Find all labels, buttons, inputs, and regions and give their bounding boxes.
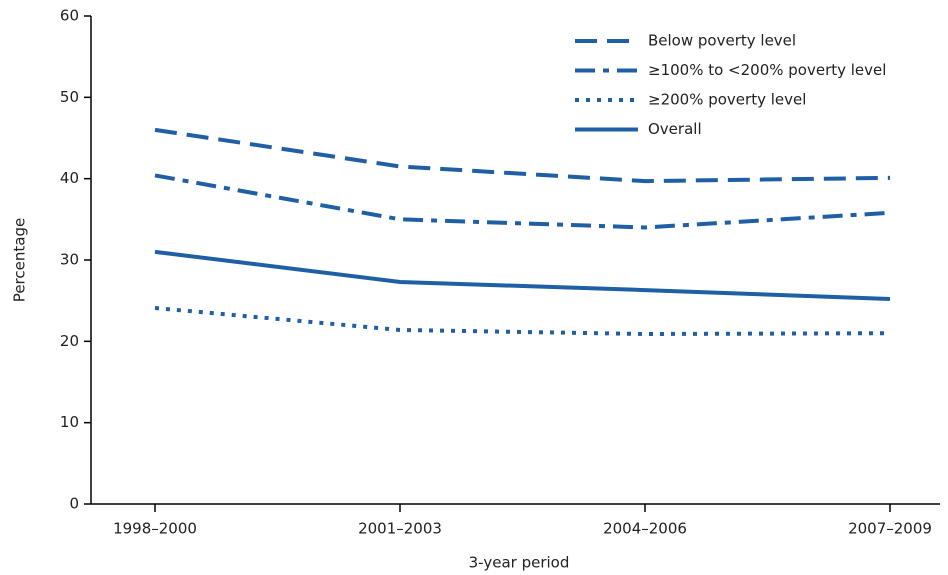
series-line — [154, 305, 891, 337]
series-line — [154, 173, 891, 230]
legend-label: Overall — [648, 120, 702, 138]
series-line — [154, 127, 891, 184]
y-tick-label: 40 — [60, 169, 79, 187]
x-axis-label: 3-year period — [469, 554, 570, 572]
y-tick-label: 10 — [60, 413, 79, 431]
x-tick-label: 1998–2000 — [113, 520, 197, 538]
x-tick-label: 2001–2003 — [358, 520, 442, 538]
legend-label: Below poverty level — [648, 32, 796, 50]
y-tick-label: 20 — [60, 332, 79, 350]
legend-label: ≥100% to <200% poverty level — [648, 61, 886, 79]
y-tick-label: 0 — [69, 495, 79, 513]
y-axis-label: Percentage — [11, 218, 29, 302]
y-tick-label: 30 — [60, 251, 79, 269]
y-tick-label: 60 — [60, 7, 79, 25]
x-tick-label: 2004–2006 — [603, 520, 687, 538]
y-tick-label: 50 — [60, 88, 79, 106]
x-tick-label: 2007–2009 — [848, 520, 932, 538]
series-line — [154, 249, 891, 302]
legend-label: ≥200% poverty level — [648, 91, 806, 109]
